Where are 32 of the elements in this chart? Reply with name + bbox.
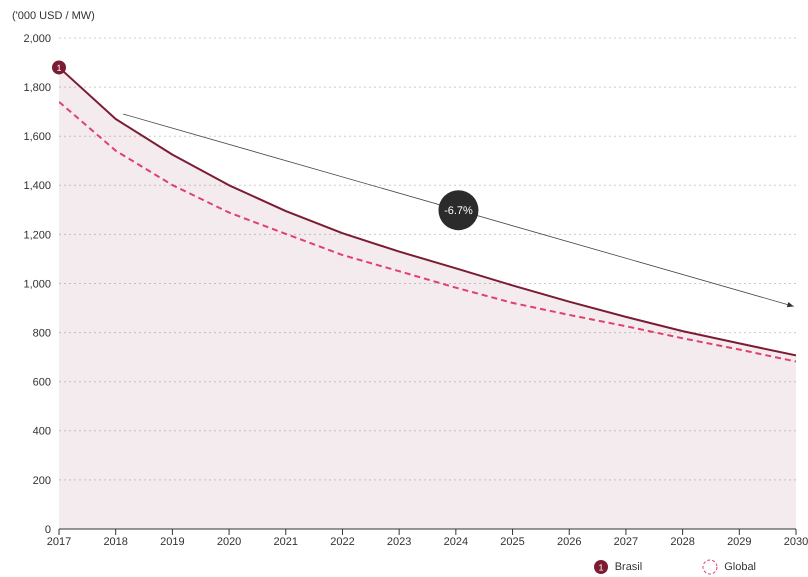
x-tick-label: 2024 xyxy=(444,536,468,548)
annotation: -6.7% xyxy=(444,205,474,218)
line-series xyxy=(59,100,796,363)
y-tick-label: 1,400 xyxy=(23,180,51,192)
y-tick-label: 2,000 xyxy=(23,32,51,45)
x-tick-label: 2026 xyxy=(556,536,582,548)
y-axis-title: ('000 USD / MW) xyxy=(12,10,95,22)
x-tick-label: 2018 xyxy=(103,536,128,548)
y-tick-label: 0 xyxy=(44,524,51,536)
y-tick-label: 800 xyxy=(32,328,51,340)
x-tick-label: 2017 xyxy=(46,536,72,548)
x-tick-label: 2025 xyxy=(500,536,525,548)
y-tick-label: 1,000 xyxy=(23,278,51,290)
y-tick-label: 1,200 xyxy=(23,229,51,242)
x-tick-label: 2022 xyxy=(330,536,355,548)
x-tick-label: 2027 xyxy=(614,536,638,548)
x-tick-label: 2020 xyxy=(216,536,242,548)
x-tick-label: 2019 xyxy=(160,536,185,548)
y-tick-label: 200 xyxy=(32,474,51,487)
annotation: 1 xyxy=(56,62,62,73)
y-tick-label: 1,600 xyxy=(23,131,51,144)
x-tick-label: 2030 xyxy=(784,536,808,548)
x-tick-label: 2023 xyxy=(386,536,412,548)
x-tick-label: 2029 xyxy=(727,536,752,548)
text: 1 xyxy=(598,562,604,572)
x-tick-label: 2021 xyxy=(274,536,298,548)
legend-label: Brasil xyxy=(614,561,642,573)
y-tick-label: 1,800 xyxy=(23,82,51,94)
y-tick-label: 400 xyxy=(32,426,51,438)
x-tick-label: 2028 xyxy=(670,536,695,548)
y-tick-label: 600 xyxy=(32,376,51,389)
legend-label: Global xyxy=(724,561,756,573)
